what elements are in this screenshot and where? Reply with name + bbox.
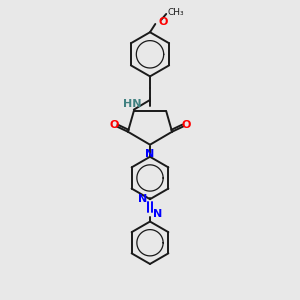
Text: O: O <box>182 120 191 130</box>
Text: O: O <box>109 120 119 130</box>
Text: N: N <box>146 148 154 158</box>
Text: HN: HN <box>123 99 142 110</box>
Text: O: O <box>159 16 168 27</box>
Text: CH₃: CH₃ <box>167 8 184 17</box>
Text: N: N <box>153 209 162 219</box>
Text: N: N <box>138 194 147 204</box>
